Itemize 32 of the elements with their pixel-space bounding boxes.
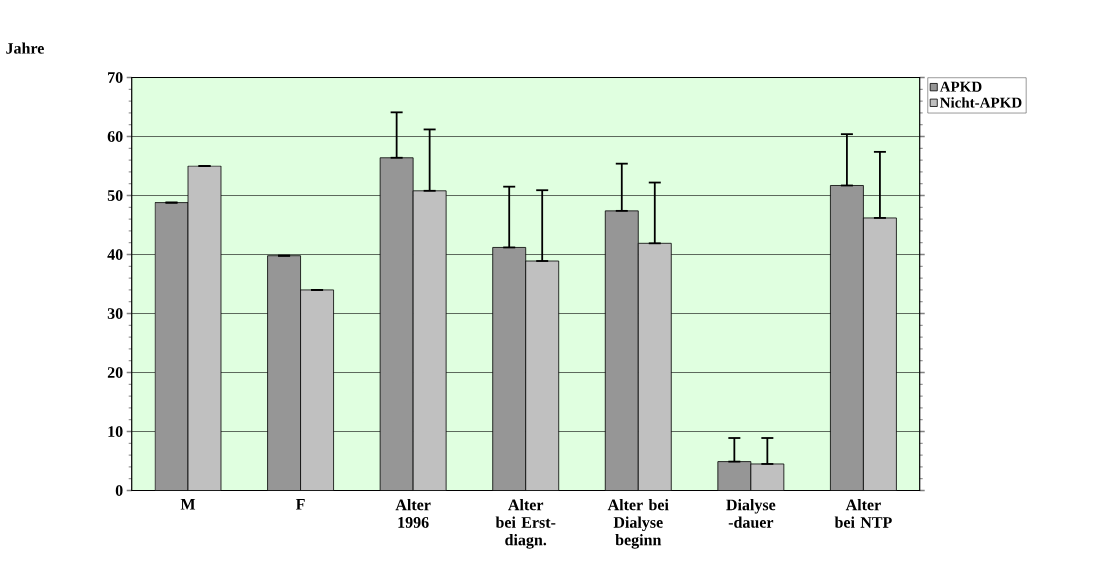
- y-tick-label: 50: [107, 190, 123, 201]
- y-tick-label: 0: [115, 485, 123, 496]
- bar: [604, 210, 639, 491]
- x-tick-label: Dialyse -dauer: [726, 499, 776, 528]
- x-tick-label: Alter bei NTP: [834, 499, 892, 528]
- bar: [830, 185, 864, 491]
- bar: [267, 255, 301, 491]
- bar: [412, 190, 447, 491]
- y-tick-label: 60: [107, 131, 123, 142]
- bar: [863, 217, 897, 491]
- bar: [717, 461, 752, 491]
- bar: [750, 463, 785, 491]
- y-tick-label: 20: [107, 367, 123, 378]
- legend-label: Nicht-APKD: [939, 97, 1022, 108]
- y-tick-label: 40: [107, 249, 123, 260]
- legend-label: APKD: [939, 81, 982, 92]
- y-tick-label: 30: [107, 308, 123, 319]
- bar: [492, 247, 526, 491]
- bar: [525, 261, 559, 491]
- x-tick-label: M: [180, 499, 196, 510]
- x-tick-label: F: [295, 499, 305, 510]
- bar: [379, 157, 414, 491]
- x-tick-label: Alter bei Dialyse beginn: [607, 499, 669, 549]
- y-tick-label: 10: [108, 426, 123, 437]
- x-tick-label: Alter bei Erst-diagn.: [495, 499, 556, 549]
- bar: [187, 165, 222, 491]
- bar: [637, 242, 672, 491]
- x-tick-label: Alter 1996: [395, 499, 431, 528]
- bar: [154, 202, 189, 491]
- y-axis-title: Jahre: [6, 42, 44, 54]
- y-tick-label: 70: [108, 72, 123, 83]
- bar: [300, 289, 334, 491]
